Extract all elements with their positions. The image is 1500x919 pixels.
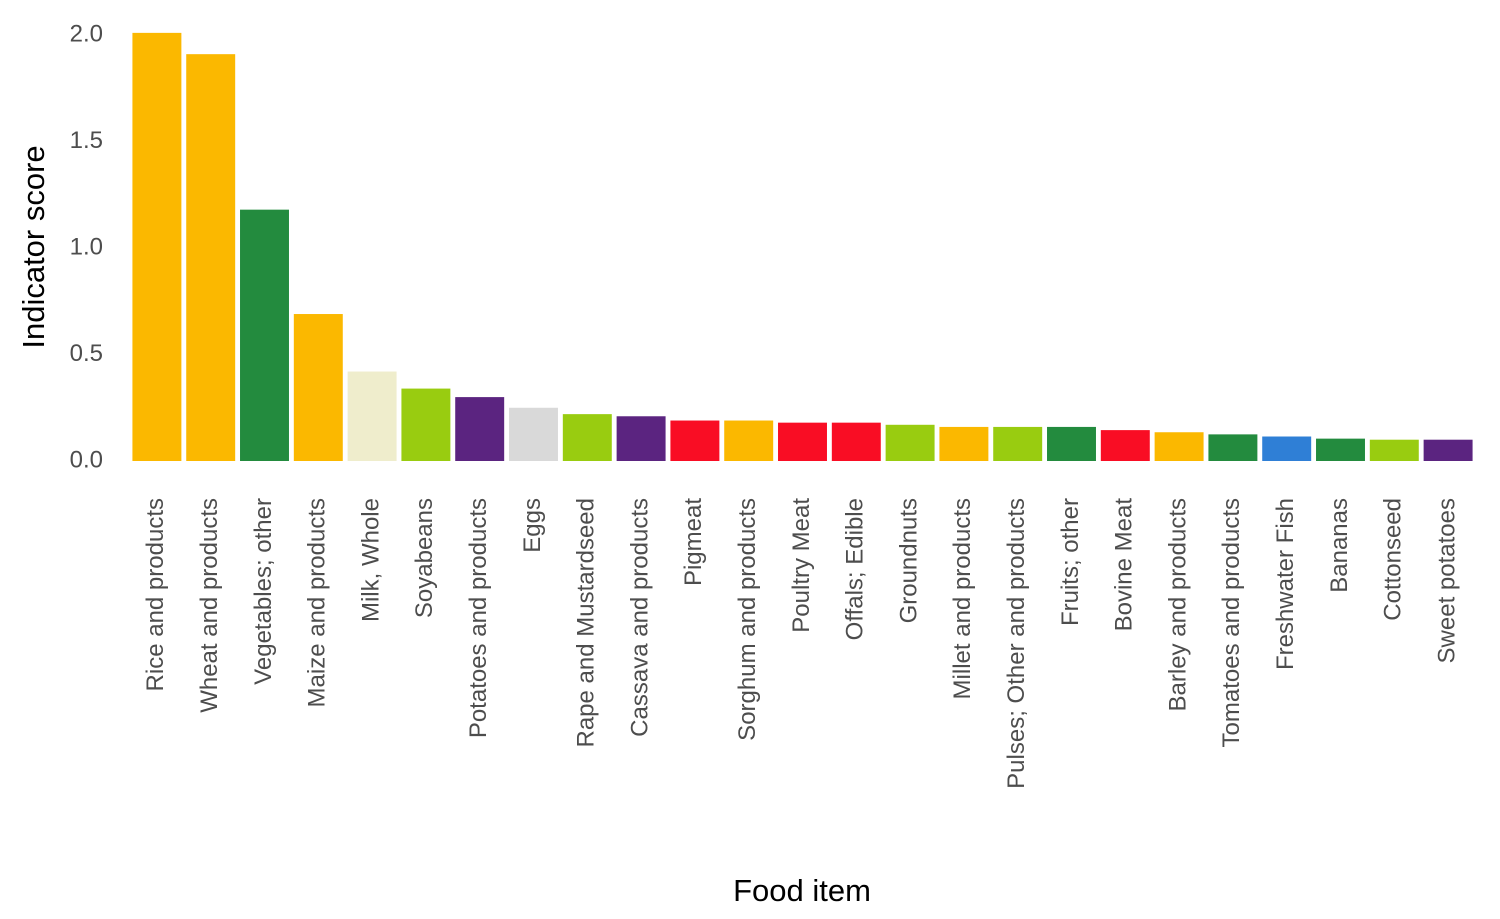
bar xyxy=(1047,426,1096,461)
bar xyxy=(885,424,935,461)
bar xyxy=(670,420,720,461)
x-tick-label: Vegetables; other xyxy=(250,498,277,685)
bar xyxy=(186,54,236,462)
y-tick-label: 0.5 xyxy=(70,340,103,367)
bar xyxy=(939,426,989,461)
x-tick-label: Groundnuts xyxy=(895,498,922,623)
x-tick-label: Maize and products xyxy=(304,498,331,707)
x-tick-label: Eggs xyxy=(519,498,546,553)
y-tick-label: 0.0 xyxy=(70,446,103,473)
x-tick-label: Pulses; Other and products xyxy=(1003,498,1030,789)
x-tick-label: Rape and Mustardseed xyxy=(573,498,600,748)
bar xyxy=(1423,439,1473,461)
bar xyxy=(1154,432,1204,461)
bar xyxy=(347,371,397,461)
bar xyxy=(1208,434,1258,461)
y-tick-label: 2.0 xyxy=(70,20,103,47)
x-tick-label: Cassava and products xyxy=(626,498,653,737)
bar xyxy=(993,426,1043,461)
x-tick-label: Cottonseed xyxy=(1380,498,1407,621)
bar xyxy=(1262,436,1312,461)
x-axis-title: Food item xyxy=(733,873,871,908)
bar xyxy=(455,397,505,461)
bar xyxy=(293,314,343,461)
x-tick-label: Bananas xyxy=(1326,498,1353,593)
x-tick-label: Sorghum and products xyxy=(734,498,761,741)
bar xyxy=(1316,438,1365,461)
x-tick-label: Soyabeans xyxy=(411,498,438,618)
y-tick-label: 1.5 xyxy=(70,127,103,154)
x-tick-label: Potatoes and products xyxy=(465,498,492,738)
bar xyxy=(778,422,827,461)
x-tick-label: Rice and products xyxy=(142,498,169,691)
bar xyxy=(831,422,881,461)
bar xyxy=(401,388,451,461)
x-tick-label: Pigmeat xyxy=(680,498,707,586)
x-tick-label: Offals; Edible xyxy=(842,498,869,640)
x-tick-label: Fruits; other xyxy=(1057,498,1084,626)
x-tick-label: Barley and products xyxy=(1164,498,1191,711)
x-tick-label: Sweet potatoes xyxy=(1433,498,1460,663)
y-tick-label: 1.0 xyxy=(70,233,103,260)
x-tick-label: Milk, Whole xyxy=(357,498,384,622)
bar xyxy=(1100,430,1150,461)
x-tick-label: Wheat and products xyxy=(196,498,223,713)
x-tick-label: Poultry Meat xyxy=(788,498,815,633)
bar xyxy=(240,209,289,461)
bar xyxy=(1369,439,1419,461)
bar xyxy=(724,420,774,461)
x-tick-label: Bovine Meat xyxy=(1111,498,1138,632)
x-tick-label: Tomatoes and products xyxy=(1218,498,1245,747)
bar xyxy=(616,416,666,461)
x-tick-label: Millet and products xyxy=(949,498,976,699)
bar xyxy=(509,407,558,461)
bar xyxy=(132,32,182,462)
bar xyxy=(562,414,612,461)
y-axis-title: Indicator score xyxy=(16,145,51,348)
x-tick-label: Freshwater Fish xyxy=(1272,498,1299,670)
